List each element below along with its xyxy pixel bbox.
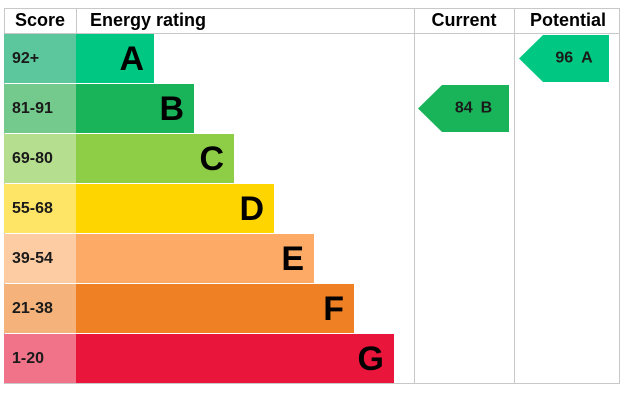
rating-bar [76,84,194,133]
rating-bar [76,184,274,233]
score-label: 69-80 [12,150,53,167]
potential-arrow [519,35,609,82]
header-rating: Energy rating [90,10,206,30]
rating-letter: F [323,290,344,328]
current-arrow [418,85,509,132]
score-label: 92+ [12,50,39,67]
score-label: 1-20 [12,350,44,367]
score-label: 21-38 [12,300,53,317]
current-value: 84 [455,100,473,117]
score-cell [4,34,76,83]
rating-letter: D [239,190,264,228]
potential-value: 96 [555,50,573,67]
rating-letter: C [199,140,224,178]
current-rating: 84 B [455,100,492,117]
score-cell [4,234,76,283]
potential-letter: A [581,50,593,67]
rating-letter: E [281,240,304,278]
score-label: 55-68 [12,200,53,217]
potential-rating: 96 A [555,50,593,67]
rating-bar [76,234,314,283]
header-score: Score [15,10,65,30]
rating-letter: A [119,40,144,78]
score-label: 39-54 [12,250,53,267]
score-cell [4,284,76,333]
rating-bar [76,334,394,383]
rating-bar [76,284,354,333]
score-label: 81-91 [12,100,53,117]
rating-letter: B [159,90,184,128]
rating-letter: G [358,340,384,378]
score-cell [4,84,76,133]
rating-bar [76,134,234,183]
rating-bar [76,34,154,83]
current-letter: B [481,100,493,117]
score-cell [4,134,76,183]
header-potential: Potential [530,10,606,30]
header-current: Current [431,10,496,30]
score-cell [4,334,76,383]
score-cell [4,184,76,233]
